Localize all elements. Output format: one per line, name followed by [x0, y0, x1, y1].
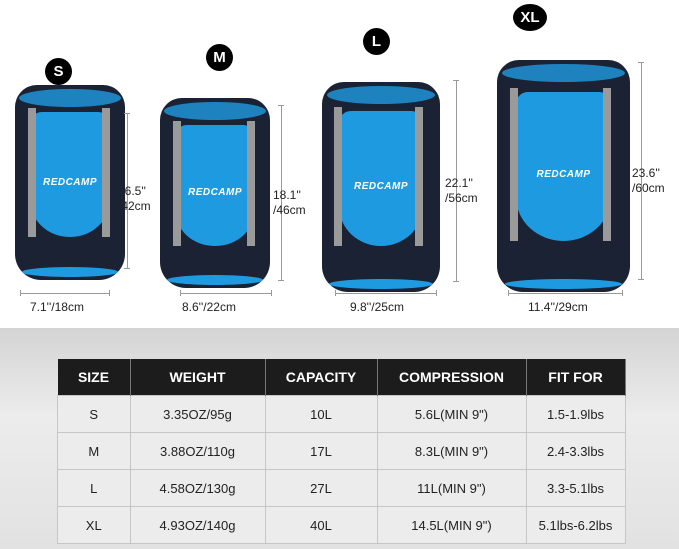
cell: 8.3L(MIN 9") [376, 432, 527, 470]
size-badge-m: M [206, 44, 233, 71]
table-row: L 4.58OZ/130g 27L 11L(MIN 9") 3.3-5.1lbs [57, 469, 626, 507]
cell: L [57, 469, 131, 507]
width-line [508, 290, 623, 296]
cell: 4.58OZ/130g [129, 469, 266, 507]
height-line [638, 62, 644, 280]
brand-logo: REDCAMP [187, 187, 243, 199]
size-badge-s: S [45, 58, 72, 85]
cell: 3.3-5.1lbs [525, 469, 626, 507]
brand-logo: REDCAMP [353, 180, 409, 192]
header-capacity: CAPACITY [265, 359, 378, 396]
cell: 4.93OZ/140g [129, 506, 266, 544]
size-table: SIZE WEIGHT CAPACITY COMPRESSION FIT FOR… [57, 359, 626, 544]
cell: 40L [264, 506, 378, 544]
cell: S [57, 395, 131, 433]
width-line [180, 290, 272, 296]
bag-m: REDCAMP [160, 98, 270, 288]
bag-l: REDCAMP [322, 82, 440, 292]
cell: 5.1lbs-6.2lbs [525, 506, 626, 544]
cell: 5.6L(MIN 9") [376, 395, 527, 433]
width-label: 11.4''/29cm [528, 300, 588, 314]
cell: XL [57, 506, 131, 544]
table-row: XL 4.93OZ/140g 40L 14.5L(MIN 9") 5.1lbs-6.2l… [57, 506, 626, 544]
width-label: 9.8''/25cm [350, 300, 404, 314]
height-line [453, 80, 459, 282]
height-label: 23.6''/60cm [632, 166, 665, 195]
bag-xl: REDCAMP [497, 60, 630, 292]
table-header-row: SIZE WEIGHT CAPACITY COMPRESSION FIT FOR [57, 359, 626, 396]
cell: 27L [264, 469, 378, 507]
cell: 11L(MIN 9") [376, 469, 527, 507]
height-label: 18.1''/46cm [273, 188, 306, 217]
header-weight: WEIGHT [130, 359, 266, 396]
width-line [20, 290, 110, 296]
table-row: M 3.88OZ/110g 17L 8.3L(MIN 9") 2.4-3.3lbs [57, 432, 626, 470]
cell: M [57, 432, 131, 470]
cell: 10L [264, 395, 378, 433]
header-size: SIZE [57, 359, 131, 396]
cell: 2.4-3.3lbs [525, 432, 626, 470]
height-line [278, 105, 284, 281]
cell: 1.5-1.9lbs [525, 395, 626, 433]
height-label: 22.1''/56cm [445, 176, 478, 205]
width-label: 8.6''/22cm [182, 300, 236, 314]
cell: 3.35OZ/95g [129, 395, 266, 433]
width-label: 7.1''/18cm [30, 300, 84, 314]
table-row: S 3.35OZ/95g 10L 5.6L(MIN 9") 1.5-1.9lbs [57, 395, 626, 433]
bag-s: REDCAMP [15, 85, 125, 280]
brand-logo: REDCAMP [42, 176, 98, 188]
header-fit-for: FIT FOR [526, 359, 626, 396]
height-label: 16.5''/42cm [118, 184, 151, 213]
header-compression: COMPRESSION [377, 359, 527, 396]
height-line [124, 113, 130, 269]
brand-logo: REDCAMP [536, 169, 591, 181]
size-badge-l: L [363, 28, 390, 55]
cell: 14.5L(MIN 9") [376, 506, 527, 544]
cell: 3.88OZ/110g [129, 432, 266, 470]
width-line [335, 290, 437, 296]
cell: 17L [264, 432, 378, 470]
size-badge-xl: XL [513, 4, 547, 31]
